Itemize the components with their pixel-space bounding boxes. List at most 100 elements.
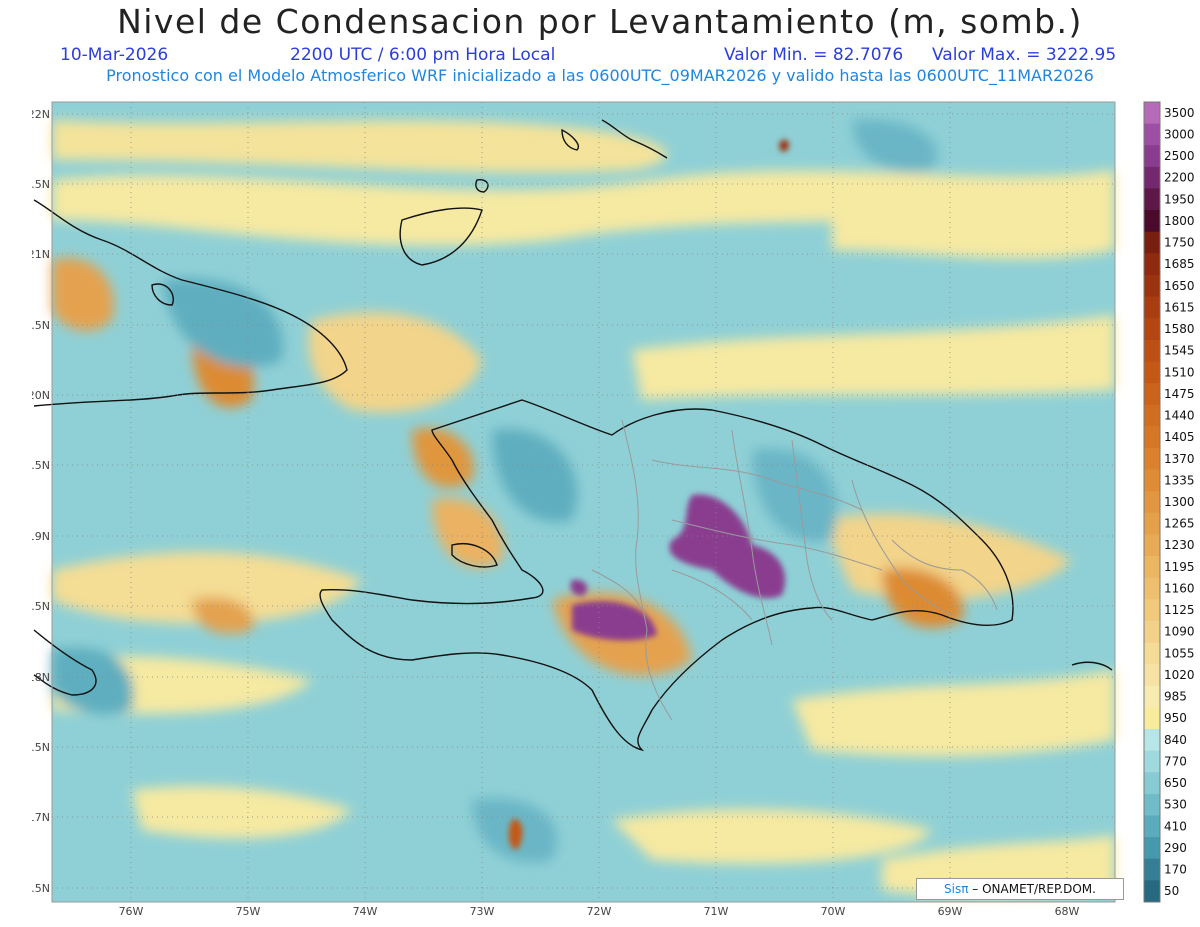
colorbar-swatch [1144,188,1160,211]
colorbar-swatch [1144,512,1160,535]
colorbar-swatch [1144,491,1160,514]
model-info: Pronostico con el Modelo Atmosferico WRF… [106,66,1094,85]
forecast-time: 2200 UTC / 6:00 pm Hora Local [290,45,556,65]
colorbar-label: 1230 [1164,538,1195,552]
lat-label: 7.5N [32,741,50,754]
latitude-labels: 22N 1.5N 21N 0.5N 20N 9.5N 19N 8.5N 18N … [32,108,50,895]
lon-label: 72W [587,905,612,918]
cuba-coast [33,199,348,407]
colorbar-swatch [1144,729,1160,752]
forecast-date: 10-Mar-2026 [60,45,169,65]
colorbar-label: 1370 [1164,452,1195,466]
lon-label: 71W [704,905,729,918]
lon-label: 70W [821,905,846,918]
colorbar-swatch [1144,815,1160,838]
greater-inagua-coast [151,283,174,306]
colorbar-label: 1615 [1164,300,1195,314]
inagua-island [399,207,483,266]
lon-label: 68W [1055,905,1080,918]
colorbar-swatch [1144,707,1160,730]
lat-label: 19N [32,530,50,543]
lat-label: 18N [32,671,50,684]
colorbar-swatch [1144,469,1160,492]
longitude-labels: 76W 75W 74W 73W 72W 71W 70W 69W 68W [119,905,1080,918]
colorbar-label: 1510 [1164,365,1195,379]
colorbar-label: 1750 [1164,236,1195,250]
coastlines [33,119,1113,752]
colorbar-label: 2200 [1164,171,1195,185]
jamaica-coast [33,629,97,696]
colorbar-swatch [1144,685,1160,708]
colorbar-swatch [1144,556,1160,579]
colorbar-label: 1055 [1164,646,1195,660]
colorbar-label: 650 [1164,776,1187,790]
colorbar-swatch [1144,750,1160,773]
colorbar-label: 770 [1164,754,1187,768]
colorbar-swatch [1144,383,1160,406]
map-title: Nivel de Condensacion por Levantamiento … [117,2,1083,41]
colorbar-label: 1580 [1164,322,1195,336]
forecast-map: 22N 1.5N 21N 0.5N 20N 9.5N 19N 8.5N 18N … [32,101,1195,918]
colorbar-label: 3000 [1164,127,1195,141]
colorbar: 3500 3000 2500 2200 1950 1800 1750 1685 1650 1615… [1143,101,1195,903]
colorbar-label: 1335 [1164,473,1195,487]
gonave-island [451,543,498,568]
colorbar-label: 1195 [1164,560,1195,574]
colorbar-swatch [1144,123,1160,146]
colorbar-swatch [1144,253,1160,276]
colorbar-label: 530 [1164,798,1187,812]
puerto-rico-coast [1071,661,1113,671]
caicos-islands [475,119,668,193]
colorbar-label: 1405 [1164,430,1195,444]
colorbar-label: 170 [1164,863,1187,877]
colorbar-label: 1545 [1164,344,1195,358]
colorbar-swatch [1144,210,1160,233]
colorbar-swatch [1144,534,1160,557]
colorbar-label: 1265 [1164,517,1195,531]
lat-label: 9.5N [32,459,50,472]
colorbar-swatch [1144,166,1160,189]
colorbar-swatch [1144,858,1160,881]
colorbar-label: 290 [1164,841,1187,855]
colorbar-swatch [1144,361,1160,384]
colorbar-swatch [1144,296,1160,319]
colorbar-label: 1300 [1164,495,1195,509]
province-borders [591,419,998,721]
colorbar-swatch [1144,793,1160,817]
colorbar-label: 50 [1164,884,1179,898]
lon-label: 76W [119,905,144,918]
colorbar-label: 2500 [1164,149,1195,163]
colorbar-label: 985 [1164,690,1187,704]
lcl-maxima [508,139,790,850]
colorbar-label: 1475 [1164,387,1195,401]
colorbar-label: 1090 [1164,625,1195,639]
colorbar-swatch [1144,447,1160,471]
sispi-logo-text: Sisπ [944,882,969,896]
lat-label: 20N [32,389,50,402]
colorbar-label: 1125 [1164,603,1195,617]
colorbar-label: 950 [1164,711,1187,725]
colorbar-swatch [1144,620,1160,644]
lon-label: 75W [236,905,261,918]
colorbar-swatch [1144,145,1160,168]
colorbar-swatch [1144,880,1160,903]
lat-label: 8.5N [32,600,50,613]
colorbar-label: 840 [1164,733,1187,747]
colorbar-swatch [1144,772,1160,795]
colorbar-label: 1020 [1164,668,1195,682]
min-value: Valor Min. = 82.7076 [724,45,904,65]
colorbar-label: 1160 [1164,581,1195,595]
colorbar-swatch [1144,642,1160,665]
colorbar-swatch [1144,274,1160,298]
credit-box: Sisπ – ONAMET/REP.DOM. [916,878,1124,900]
colorbar-label: 3500 [1164,106,1195,120]
colorbar-label: 1440 [1164,409,1195,423]
colorbar-label: 1950 [1164,192,1195,206]
map-field [52,102,1115,902]
lon-label: 74W [353,905,378,918]
colorbar-swatch [1144,664,1160,687]
max-value: Valor Max. = 3222.95 [932,45,1117,65]
colorbar-swatch [1144,231,1160,254]
lat-label: 1.5N [32,178,50,191]
lat-label: 22N [32,108,50,121]
